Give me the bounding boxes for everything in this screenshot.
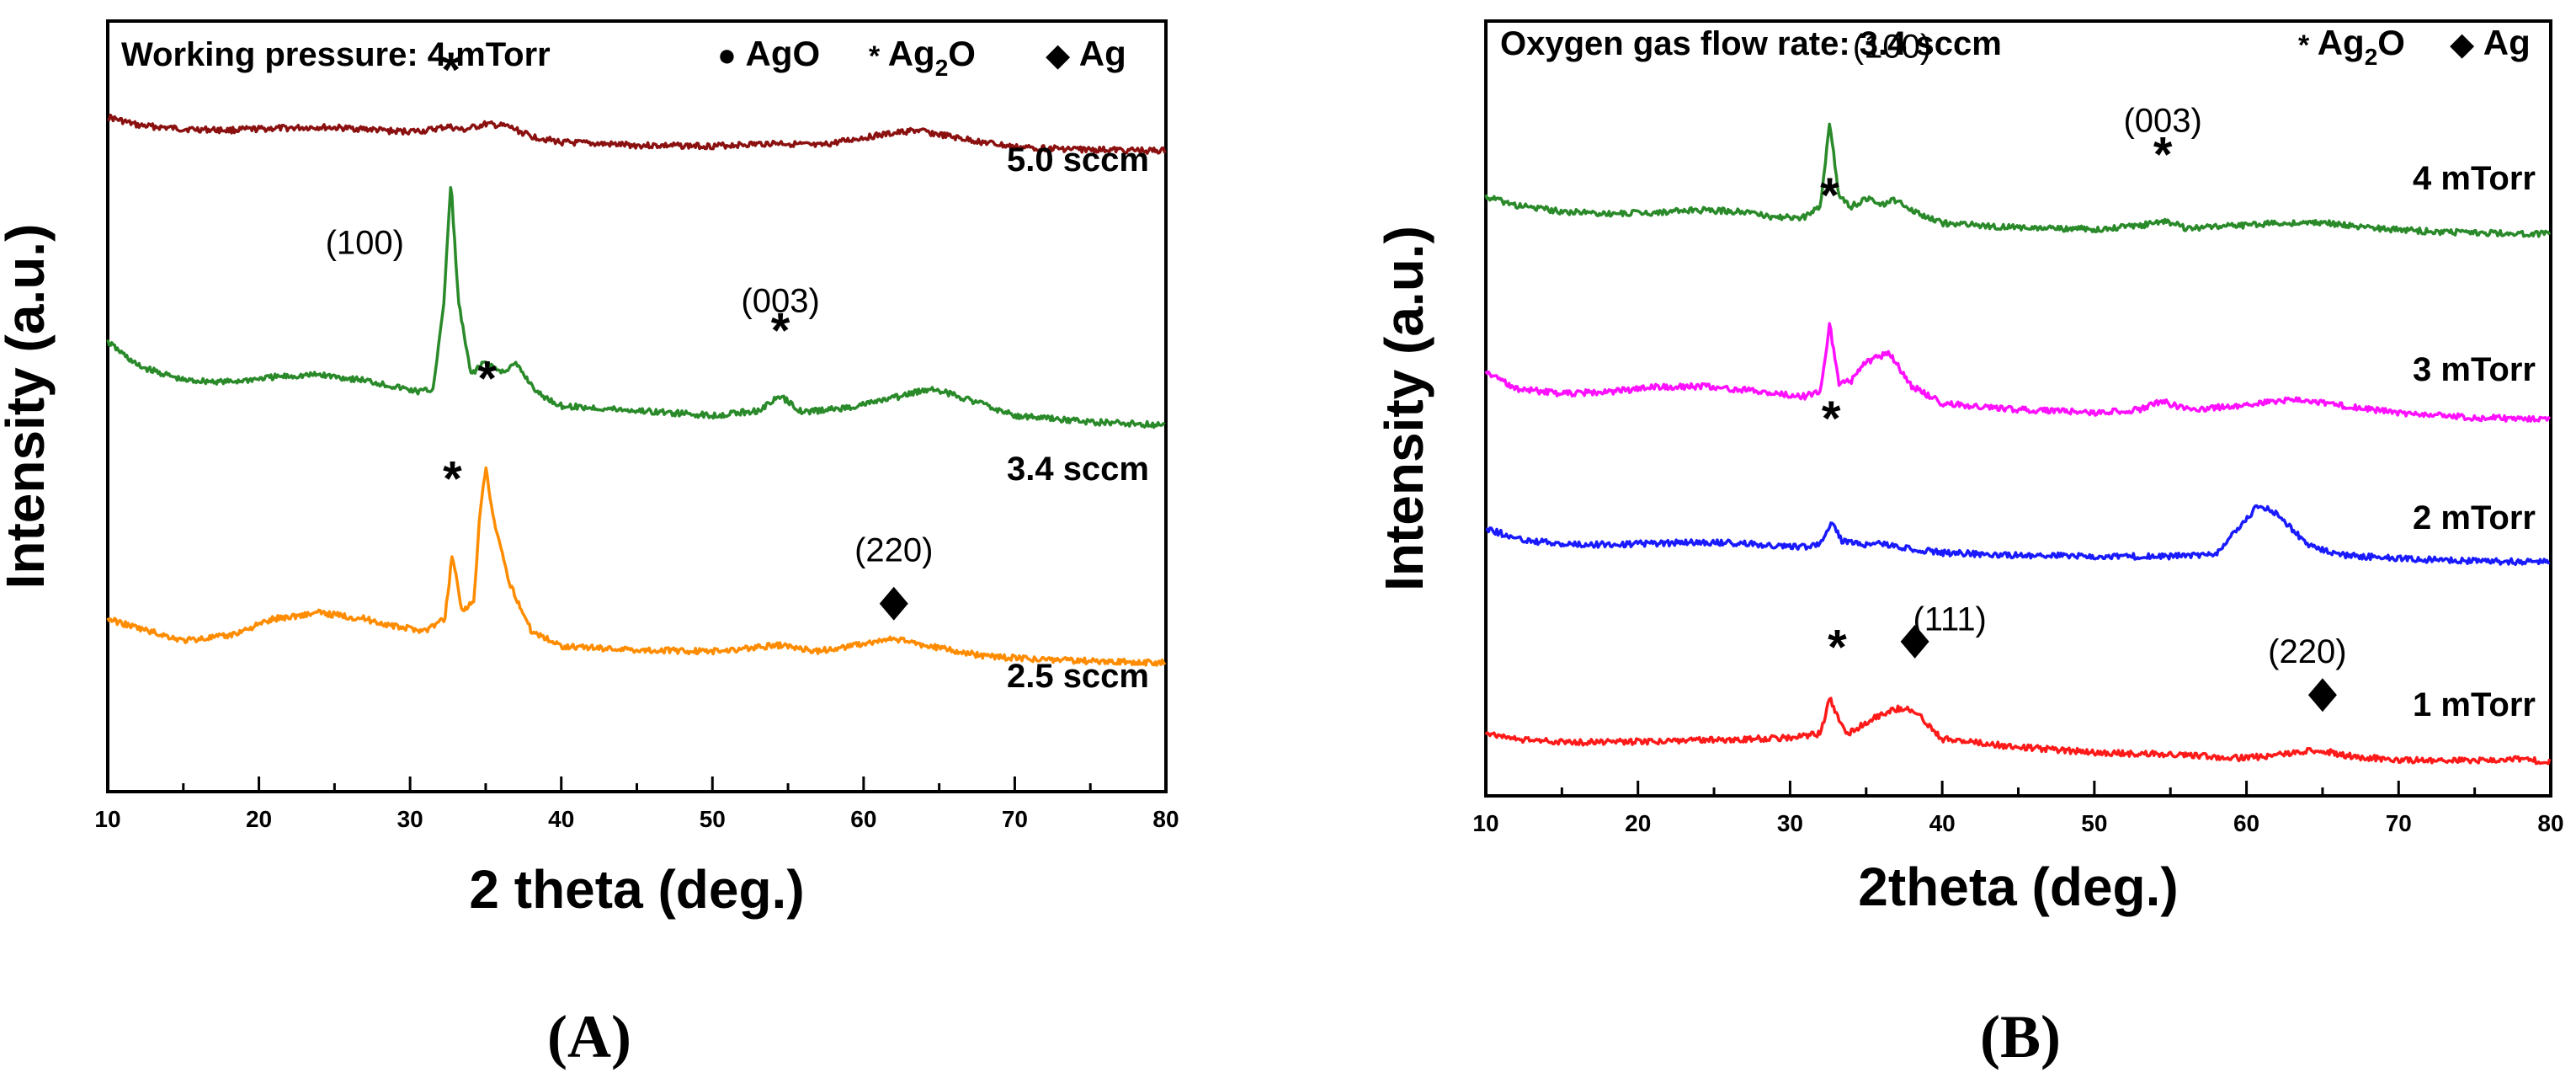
ag2o-peak-marker: *: [443, 452, 462, 507]
panel-label: (A): [547, 1003, 631, 1070]
peak-index-label: (100): [1853, 29, 1931, 66]
peak-index-label: (220): [854, 532, 933, 569]
legend-label: AgO: [746, 34, 821, 73]
legend-entry: ◆ Ag: [2450, 23, 2531, 62]
panel-b: 10 20 30 40 50 60 70 80 2theta (deg.) Intensity (…: [1374, 19, 2564, 1070]
series-line-1: [1484, 322, 2552, 423]
chart-title: Oxygen gas flow rate: 3.4 sccm: [1500, 25, 2002, 62]
panel-label: (B): [1980, 1003, 2061, 1070]
legend-symbol: ●: [717, 38, 746, 73]
x-tick-label: 70: [2386, 810, 2412, 836]
series-label: 3 mTorr: [2413, 351, 2536, 388]
legend-entry: * Ag2O: [869, 34, 976, 81]
x-tick-label: 10: [94, 806, 120, 832]
y-axis-label: Intensity (a.u.): [0, 224, 56, 590]
legend-suffix: O: [2377, 23, 2405, 62]
series-label: 4 mTorr: [2413, 160, 2536, 197]
series-label: 2 mTorr: [2413, 499, 2536, 536]
x-tick-label: 20: [1625, 810, 1651, 836]
x-tick-label: 80: [1152, 806, 1179, 832]
series-line-0: [107, 113, 1167, 155]
x-tick-label: 50: [700, 806, 726, 832]
x-tick-label: 80: [2537, 810, 2563, 836]
x-tick-label: 70: [1002, 806, 1028, 832]
legend-symbol: ◆: [1046, 38, 1079, 73]
legend-label: Ag: [2318, 23, 2365, 62]
legend-label: Ag: [2483, 23, 2531, 62]
x-tick-label: 20: [246, 806, 272, 832]
ag2o-peak-marker: *: [771, 304, 790, 359]
x-tick-label: 30: [397, 806, 423, 832]
series-label: 3.4 sccm: [1007, 451, 1149, 488]
legend-label: Ag: [888, 34, 935, 73]
ag2o-peak-marker: *: [1820, 168, 1839, 223]
series-line-1: [106, 185, 1166, 430]
peak-index-label: (003): [741, 283, 819, 320]
ag2o-peak-marker: *: [477, 351, 497, 406]
ag-peak-marker: [2307, 678, 2337, 712]
x-tick-label: 60: [2233, 810, 2259, 836]
x-tick-label: 60: [850, 806, 876, 832]
x-tick-label: 40: [1929, 810, 1956, 836]
panel-a: 10 20 30 40 50 60 70 80 2 theta (deg.) Intensity …: [0, 19, 1179, 1070]
peak-index-label: (111): [1913, 600, 1986, 638]
series-label: 2.5 sccm: [1007, 658, 1149, 695]
ag-peak-marker: [1900, 624, 1929, 659]
y-axis-label: Intensity (a.u.): [1374, 226, 1434, 591]
ag2o-peak-marker: *: [2153, 128, 2173, 183]
legend-suffix: O: [948, 34, 976, 73]
peak-index-label: (220): [2268, 633, 2346, 670]
x-tick-label: 30: [1777, 810, 1803, 836]
series-line-0: [1484, 122, 2552, 238]
legend-symbol: ◆: [2450, 27, 2483, 62]
legend-symbol: *: [869, 40, 888, 72]
ag2o-peak-marker: *: [1828, 621, 1847, 675]
series-line-2: [1485, 504, 2551, 567]
x-tick-label: 40: [548, 806, 574, 832]
legend-label: Ag: [1079, 34, 1126, 73]
x-axis-label: 2theta (deg.): [1858, 857, 2178, 917]
peak-index-label: (100): [326, 225, 404, 262]
x-axis-label: 2 theta (deg.): [469, 859, 804, 920]
series-line-3: [1484, 696, 2552, 766]
legend-subscript: 2: [935, 55, 949, 81]
legend-entry: ● AgO: [717, 34, 820, 73]
series-label: 1 mTorr: [2413, 686, 2536, 723]
series-label: 5.0 sccm: [1007, 141, 1149, 179]
ag2o-peak-marker: *: [1822, 392, 1841, 446]
legend-subscript: 2: [2365, 44, 2378, 70]
legend-entry: ◆ Ag: [1046, 34, 1126, 73]
x-tick-label: 10: [1472, 810, 1498, 836]
legend-entry: * Ag2O: [2298, 23, 2405, 70]
ag-peak-marker: [879, 586, 908, 621]
ag2o-peak-marker: *: [441, 43, 460, 98]
series-line-2: [106, 466, 1167, 667]
legend-symbol: *: [2298, 29, 2318, 61]
peak-index-label: (003): [2123, 103, 2201, 140]
x-tick-label: 50: [2081, 810, 2107, 836]
chart-title: Working pressure: 4 mTorr: [121, 36, 551, 73]
